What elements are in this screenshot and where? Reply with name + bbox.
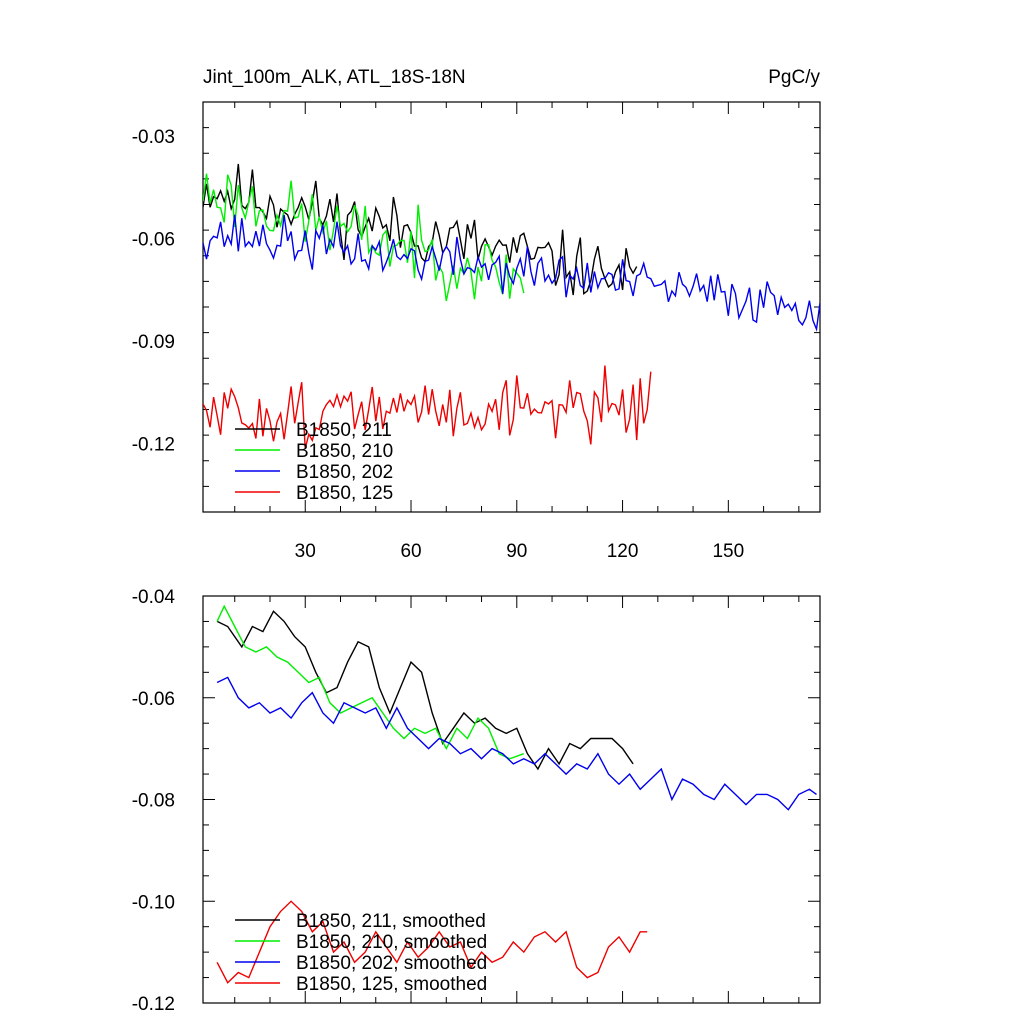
series-group [203,163,820,449]
legend-label: B1850, 125 [296,483,393,504]
y-tick-label: -0.12 [132,994,175,1015]
series-line [216,610,634,771]
y-tick-label: -0.06 [132,689,175,710]
chart-title: Jint_100m_ALK, ATL_18S-18N [203,67,466,88]
series-line [203,173,525,302]
top-panel: Jint_100m_ALK, ATL_18S-18N PgC/y 30 60 90 1… [132,67,821,562]
legend-label: B1850, 202, smoothed [296,953,487,974]
y-tick-label: -0.12 [132,435,175,456]
legend-label: B1850, 125, smoothed [296,974,487,995]
legend-label: B1850, 202 [296,462,393,483]
y-tick-label: -0.08 [132,791,175,812]
legend-label: B1850, 211 [296,420,392,441]
x-tick-label: 120 [607,541,639,562]
legend-label: B1850, 210 [296,441,393,462]
series-line [203,163,638,296]
series-line [216,604,525,760]
series-line [216,900,648,984]
x-tick-label: 90 [506,541,527,562]
y-tick-label: -0.09 [132,332,175,353]
y-tick-label: -0.10 [132,892,175,913]
y-tick-label: -0.03 [132,127,175,148]
units-label: PgC/y [768,67,820,88]
x-tick-label: 150 [712,541,744,562]
y-tick-label: -0.06 [132,230,175,251]
series-line [203,214,820,332]
series-group [216,604,817,984]
legend-label: B1850, 210, smoothed [296,932,487,953]
y-tick-label: -0.04 [132,587,176,608]
legend-label: B1850, 211, smoothed [296,911,486,932]
x-tick-label: 30 [295,541,316,562]
bottom-panel: -0.04 -0.06 -0.08 -0.10 -0.12 B1850, 211, smo… [132,587,821,1015]
x-tick-label: 60 [400,541,421,562]
series-line [203,365,652,449]
series-line [216,676,817,811]
